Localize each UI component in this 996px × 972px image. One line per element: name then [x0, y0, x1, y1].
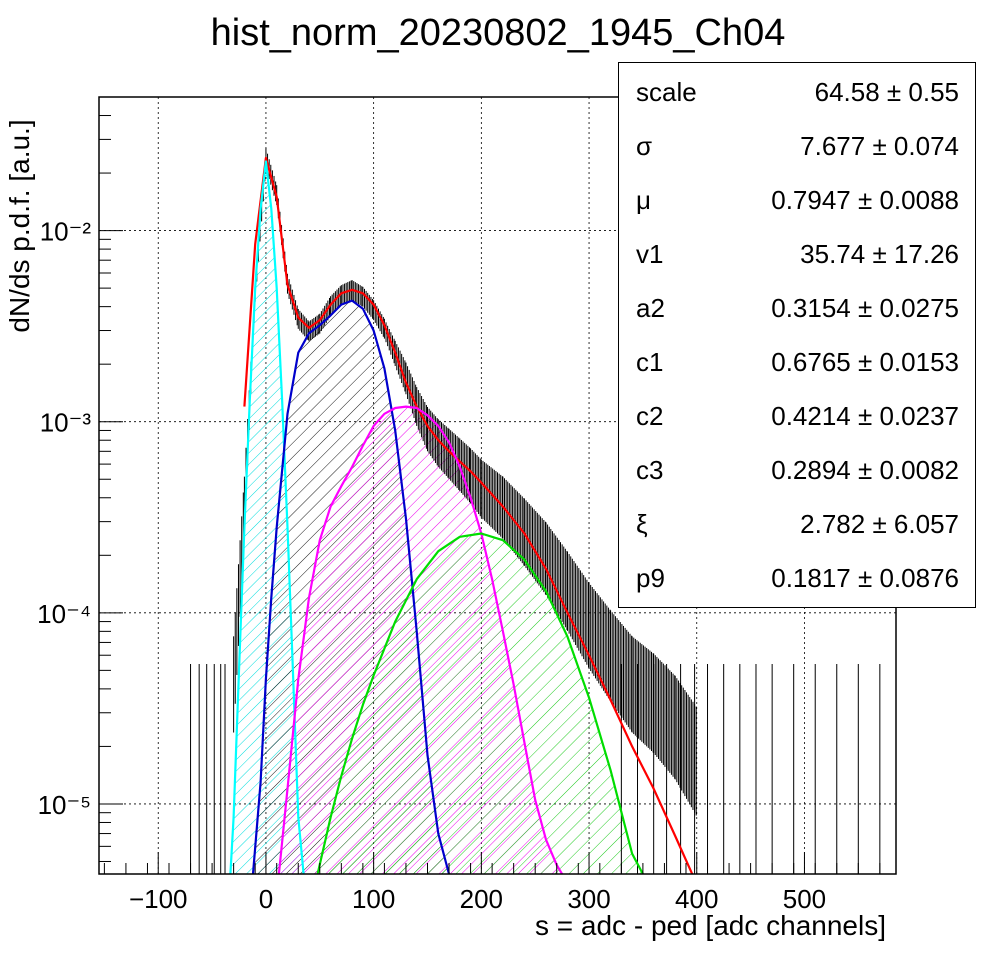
y-tick-label: 10⁻²	[40, 217, 92, 247]
stat-name: a2	[636, 293, 665, 323]
stat-name: p9	[636, 563, 665, 593]
stat-name: σ	[636, 131, 653, 161]
y-axis-label: dN/ds p.d.f. [a.u.]	[4, 119, 35, 333]
fit-curves	[229, 156, 694, 874]
stat-name: c2	[636, 401, 664, 431]
stat-row: p9 0.1817 ± 0.0876	[619, 551, 975, 605]
two-pe-curve	[277, 405, 564, 874]
stat-value: 0.2894 ± 0.0082	[771, 455, 959, 485]
x-tick-label: 400	[675, 884, 718, 914]
x-tick-label: 300	[567, 884, 610, 914]
stat-name: μ	[636, 185, 651, 215]
y-tick-label: 10⁻⁴	[37, 599, 91, 629]
stat-row: c2 0.4214 ± 0.0237	[619, 389, 975, 443]
stat-row: μ 0.7947 ± 0.0088	[619, 173, 975, 227]
data-histogram	[190, 148, 881, 874]
fit-stats-box: scale 64.58 ± 0.55 σ 7.677 ± 0.074 μ 0.7947…	[618, 62, 976, 608]
one-pe-curve	[251, 299, 451, 874]
stat-value: 2.782 ± 6.057	[800, 509, 959, 539]
y-tick-label: 10⁻³	[40, 408, 92, 438]
x-tick-label: 200	[460, 884, 503, 914]
stat-value: 0.1817 ± 0.0876	[771, 563, 959, 593]
stat-row: c1 0.6765 ± 0.0153	[619, 335, 975, 389]
pedestal-curve	[229, 160, 305, 874]
stat-name: v1	[636, 239, 664, 269]
stat-row: a2 0.3154 ± 0.0275	[619, 281, 975, 335]
stat-value: 64.58 ± 0.55	[814, 77, 959, 107]
stat-name: c3	[636, 455, 664, 485]
x-tick-label: 100	[352, 884, 395, 914]
x-axis-label: s = adc - ped [adc channels]	[535, 910, 886, 941]
stat-row: v1 35.74 ± 17.26	[619, 227, 975, 281]
three-pe-curve-fill	[317, 533, 643, 874]
stat-value: 0.7947 ± 0.0088	[771, 185, 959, 215]
component-fills	[230, 161, 643, 874]
stat-row: σ 7.677 ± 0.074	[619, 119, 975, 173]
chart-title: hist_norm_20230802_1945_Ch04	[210, 12, 786, 54]
x-axis: −100 0 100 200 300 400 500	[103, 852, 881, 914]
y-tick-label: 10⁻⁵	[38, 790, 91, 820]
stat-row: c3 0.2894 ± 0.0082	[619, 443, 975, 497]
total-fit-curve	[243, 156, 694, 874]
stat-name: ξ	[636, 509, 648, 539]
x-tick-label: 500	[783, 884, 826, 914]
stat-row: ξ 2.782 ± 6.057	[619, 497, 975, 551]
stat-value: 0.3154 ± 0.0275	[771, 293, 959, 323]
y-axis: 10⁻⁵ 10⁻⁴ 10⁻³ 10⁻²	[37, 96, 123, 862]
three-pe-curve	[316, 532, 644, 874]
stat-value: 35.74 ± 17.26	[800, 239, 959, 269]
stat-row: scale 64.58 ± 0.55	[619, 65, 975, 119]
stat-value: 0.6765 ± 0.0153	[771, 347, 959, 377]
x-tick-label: 0	[259, 884, 273, 914]
stat-value: 0.4214 ± 0.0237	[771, 401, 959, 431]
stat-name: c1	[636, 347, 664, 377]
x-tick-label: −100	[129, 884, 188, 914]
stat-value: 7.677 ± 0.074	[800, 131, 959, 161]
stat-name: scale	[636, 77, 697, 107]
